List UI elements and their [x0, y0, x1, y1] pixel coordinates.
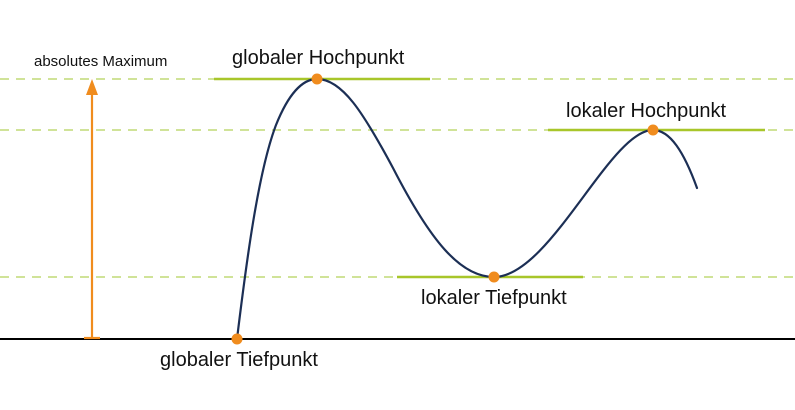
point-global-maximum — [311, 73, 323, 85]
absolute-maximum-arrow — [84, 79, 100, 340]
label-local-maximum: lokaler Hochpunkt — [566, 100, 727, 122]
label-absolute-maximum: absolutes Maximum — [34, 53, 167, 70]
point-local-minimum — [488, 271, 500, 283]
function-curve — [235, 77, 699, 341]
label-local-minimum: lokaler Tiefpunkt — [421, 287, 567, 309]
label-global-minimum: globaler Tiefpunkt — [160, 349, 318, 371]
point-global-minimum — [231, 333, 243, 345]
point-local-maximum — [647, 124, 659, 136]
label-global-maximum: globaler Hochpunkt — [232, 47, 405, 69]
